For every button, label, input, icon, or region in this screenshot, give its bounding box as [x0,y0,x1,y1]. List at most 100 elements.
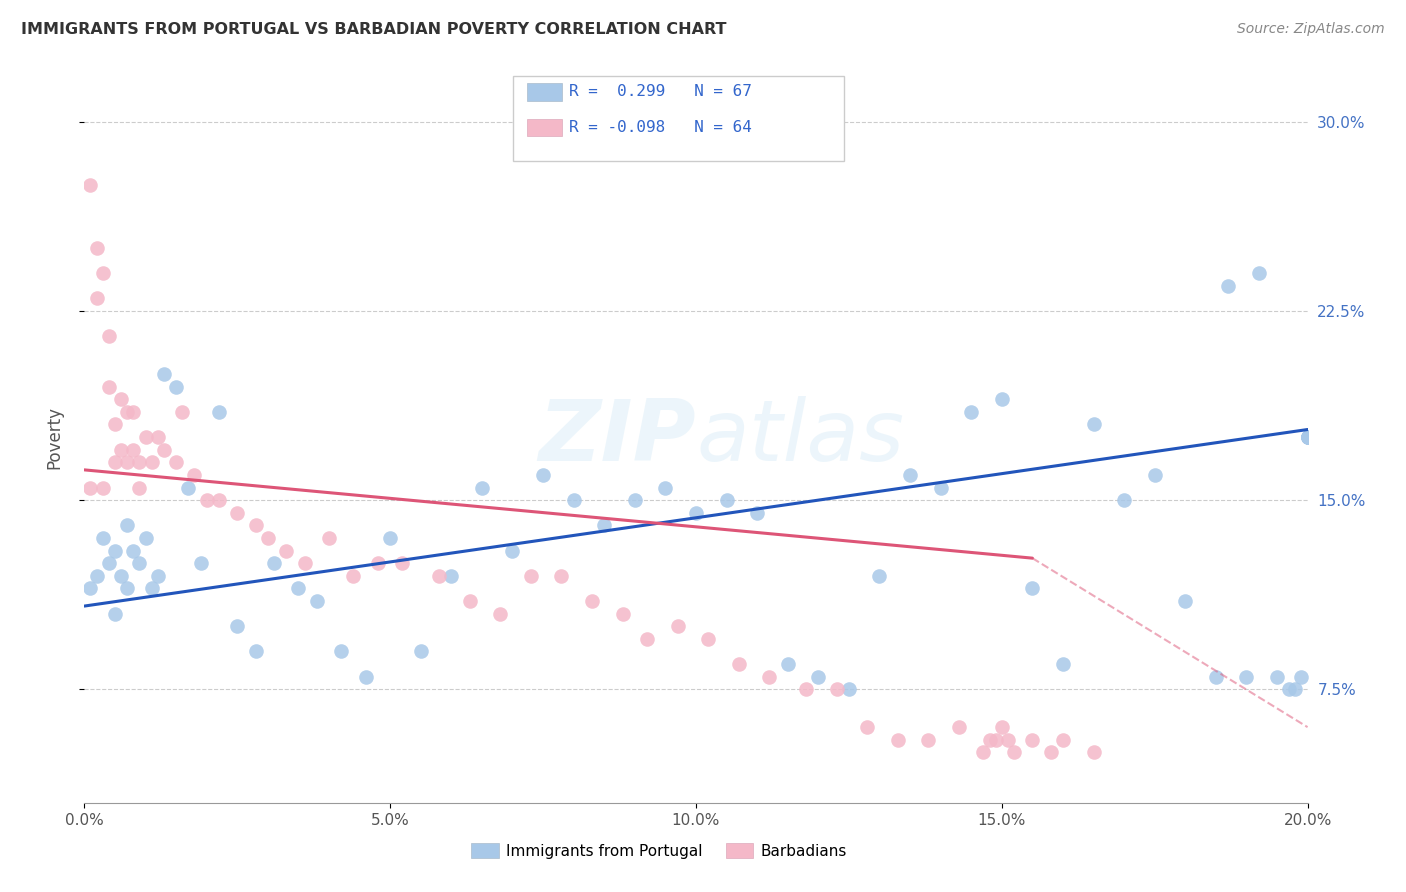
Point [153,442,176,457]
Point [330,644,353,658]
Point [128,455,150,469]
Point [1174,594,1197,608]
Point [1265,670,1288,684]
Point [1247,266,1270,280]
Point [110,442,132,457]
Point [960,405,983,419]
Point [1143,467,1166,482]
Point [183,467,205,482]
Point [146,430,169,444]
Point [86,291,108,305]
Point [624,493,647,508]
Point [165,455,187,469]
Point [172,405,194,419]
Point [471,481,494,495]
Point [208,493,231,508]
Point [91,266,114,280]
Point [97,556,120,570]
Point [97,379,120,393]
Point [716,493,738,508]
Point [502,543,524,558]
Point [1291,670,1313,684]
Point [1296,430,1319,444]
Point [135,430,157,444]
Point [263,556,285,570]
Point [153,367,176,381]
Point [1021,582,1043,596]
Point [165,379,187,393]
Point [104,607,127,621]
Point [177,481,200,495]
Point [86,569,108,583]
Point [1052,732,1074,747]
Point [887,732,910,747]
Point [110,392,132,407]
Point [1296,430,1319,444]
Point [86,241,108,255]
Point [1296,430,1319,444]
Point [104,455,127,469]
Point [91,481,114,495]
Point [917,732,939,747]
Point [1114,493,1136,508]
Point [929,481,952,495]
Point [104,417,127,432]
Point [458,594,481,608]
Point [550,569,572,583]
Point [318,531,340,545]
Text: ZIP: ZIP [538,395,696,479]
Point [666,619,689,633]
Point [276,543,298,558]
Legend: Immigrants from Portugal, Barbadians: Immigrants from Portugal, Barbadians [465,837,853,864]
Point [141,455,163,469]
Point [531,467,554,482]
Point [489,607,512,621]
Point [245,518,267,533]
Point [409,644,432,658]
Point [367,556,389,570]
Point [747,506,769,520]
Point [342,569,364,583]
Point [257,531,280,545]
Point [104,543,127,558]
Point [948,720,970,734]
Point [440,569,463,583]
Point [195,493,218,508]
Point [838,682,860,697]
Point [1083,745,1105,759]
Point [135,531,157,545]
Point [825,682,848,697]
Point [294,556,316,570]
Point [305,594,328,608]
Text: atlas: atlas [696,395,904,479]
Point [1052,657,1074,671]
Point [758,670,780,684]
Point [898,467,921,482]
Point [226,506,249,520]
Point [654,481,676,495]
Point [122,405,145,419]
Point [115,518,138,533]
Point [1296,430,1319,444]
Point [1236,670,1258,684]
Point [1083,417,1105,432]
Point [979,732,1001,747]
Y-axis label: Poverty: Poverty [45,406,63,468]
Point [727,657,749,671]
Point [1296,430,1319,444]
Point [245,644,267,658]
Point [128,481,150,495]
Point [226,619,249,633]
Point [427,569,450,583]
Point [869,569,891,583]
Point [1039,745,1062,759]
Point [380,531,402,545]
Point [776,657,799,671]
Point [1284,682,1306,697]
Point [856,720,879,734]
Point [807,670,830,684]
Point [685,506,707,520]
Point [1205,670,1227,684]
Point [991,392,1014,407]
Point [287,582,309,596]
